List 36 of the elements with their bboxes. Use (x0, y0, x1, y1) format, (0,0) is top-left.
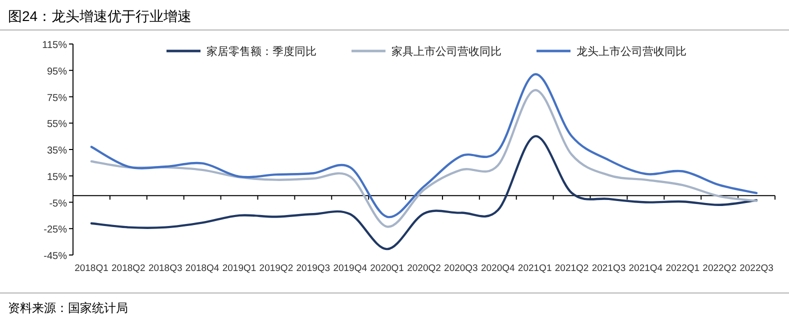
y-tick-label: -45% (44, 251, 68, 262)
x-tick-label: 2021Q4 (628, 263, 663, 274)
x-tick-label: 2019Q4 (333, 263, 368, 274)
x-tick-label: 2019Q1 (222, 263, 256, 274)
x-tick-label: 2018Q1 (74, 263, 108, 274)
y-tick-label: 55% (46, 119, 68, 130)
x-tick-label: 2019Q3 (296, 263, 330, 274)
y-tick-label: -5% (49, 198, 68, 210)
line-series (90, 73, 758, 218)
y-tick-label: -25% (44, 224, 68, 236)
chart-title: 图24：龙头增速优于行业增速 (8, 8, 192, 24)
legend-label: 家具上市公司营收同比 (392, 45, 502, 58)
y-tick-label: 115% (42, 40, 68, 51)
x-tick-label: 2018Q4 (185, 263, 220, 274)
x-tick-label: 2020Q3 (444, 263, 478, 274)
x-tick-label: 2021Q1 (518, 263, 552, 274)
x-tick-label: 2022Q1 (666, 263, 700, 274)
x-tick-label: 2021Q2 (554, 263, 589, 274)
text: 资料来源：国家统计局 (8, 301, 128, 315)
x-tick-label: 2020Q1 (370, 263, 404, 274)
x-tick-label: 2020Q4 (480, 263, 515, 274)
x-tick-label: 2020Q2 (407, 263, 441, 274)
x-tick-label: 2022Q2 (702, 263, 736, 274)
x-tick-label: 2019Q2 (259, 263, 294, 274)
y-tick-label: 95% (46, 66, 68, 78)
x-tick-label: 2018Q3 (148, 263, 182, 274)
x-tick-label: 2018Q2 (112, 263, 146, 274)
y-tick-label: 35% (46, 146, 68, 156)
x-tick-label: 2021Q3 (592, 263, 626, 274)
legend-label: 家居零售额：季度同比 (206, 45, 316, 58)
y-tick-label: 15% (46, 172, 68, 183)
y-tick-label: 75% (46, 92, 68, 104)
line-series (90, 89, 758, 228)
x-tick-label: 2022Q3 (740, 263, 774, 274)
legend-label: 龙头上市公司营收同比 (576, 45, 686, 58)
line-series (90, 135, 758, 250)
